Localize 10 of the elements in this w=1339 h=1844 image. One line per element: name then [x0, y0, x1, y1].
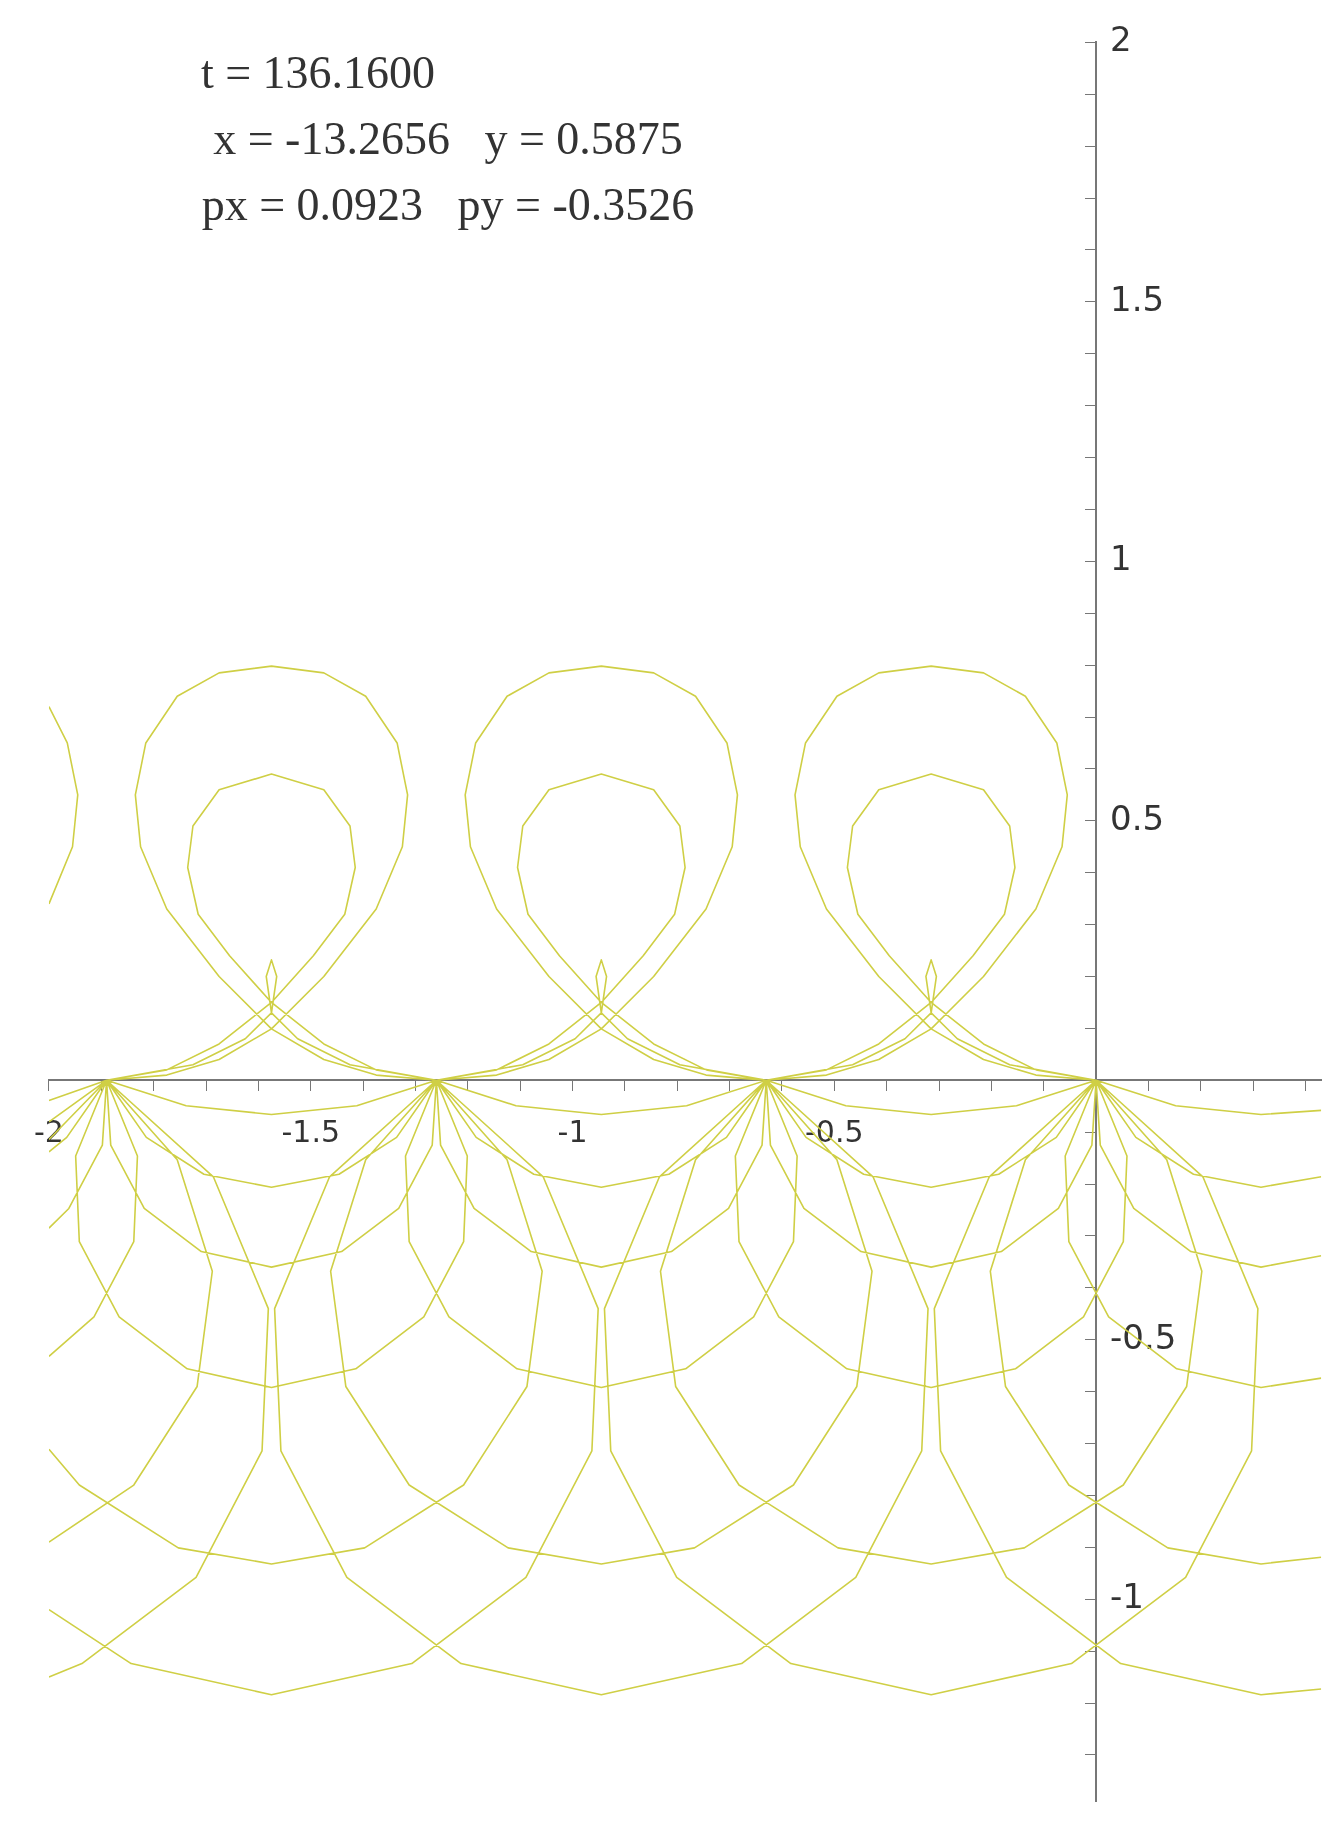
- y-tick-label: 1.5: [1110, 278, 1165, 319]
- y-tick-label: 2: [1110, 19, 1132, 60]
- annotation: x = -13.2656 y = 0.5875: [213, 113, 683, 165]
- x-tick-label: -1.5: [281, 1114, 341, 1150]
- annotation: px = 0.0923 py = -0.3526: [201, 179, 695, 231]
- y-tick-label: 1: [1110, 538, 1132, 579]
- x-tick-label: -1: [557, 1114, 588, 1150]
- annotation: t = 136.1600: [200, 47, 436, 99]
- y-tick-label: -1: [1110, 1576, 1144, 1617]
- y-tick-label: 0.5: [1110, 797, 1165, 838]
